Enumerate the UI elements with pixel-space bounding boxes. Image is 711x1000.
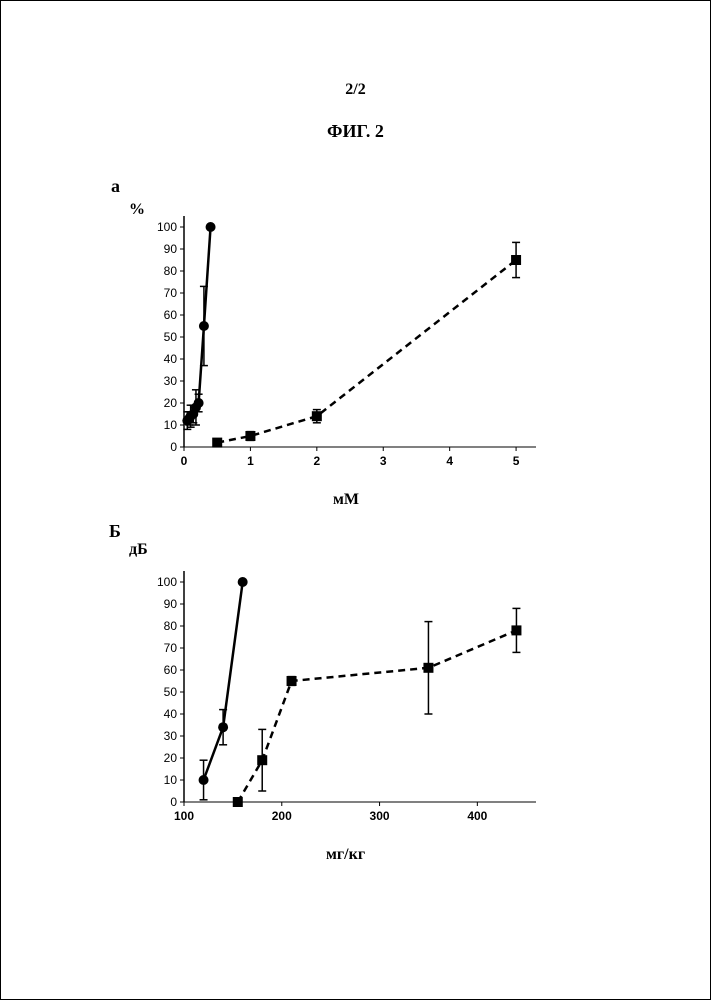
svg-text:40: 40 <box>164 707 178 721</box>
svg-text:50: 50 <box>164 330 178 344</box>
chart-a-xlabel: мМ <box>333 491 359 509</box>
panel-b-label: Б <box>109 521 121 542</box>
svg-text:60: 60 <box>164 308 178 322</box>
svg-text:10: 10 <box>164 418 178 432</box>
panel-a-label: а <box>111 176 120 197</box>
svg-text:20: 20 <box>164 396 178 410</box>
svg-text:0: 0 <box>170 795 177 809</box>
chart-b-ylabel: дБ <box>129 541 148 559</box>
svg-text:100: 100 <box>157 220 177 234</box>
page-number: 2/2 <box>1 81 710 99</box>
svg-text:50: 50 <box>164 685 178 699</box>
svg-text:0: 0 <box>170 440 177 454</box>
svg-text:1: 1 <box>247 454 254 468</box>
svg-text:200: 200 <box>272 809 292 823</box>
svg-text:0: 0 <box>181 454 188 468</box>
svg-text:3: 3 <box>380 454 387 468</box>
svg-text:100: 100 <box>157 575 177 589</box>
svg-text:80: 80 <box>164 619 178 633</box>
chart-a: 0 10 20 30 40 50 60 70 80 90 100 0 1 2 3 4 5 <box>146 201 546 491</box>
svg-text:300: 300 <box>370 809 390 823</box>
svg-text:20: 20 <box>164 751 178 765</box>
svg-text:100: 100 <box>174 809 194 823</box>
svg-text:400: 400 <box>467 809 487 823</box>
svg-text:90: 90 <box>164 597 178 611</box>
svg-text:5: 5 <box>513 454 520 468</box>
chart-a-ylabel: % <box>129 201 145 219</box>
figure-caption: ФИГ. 2 <box>1 121 710 142</box>
svg-text:80: 80 <box>164 264 178 278</box>
svg-text:30: 30 <box>164 374 178 388</box>
svg-text:90: 90 <box>164 242 178 256</box>
svg-text:70: 70 <box>164 641 178 655</box>
svg-text:4: 4 <box>446 454 453 468</box>
svg-text:10: 10 <box>164 773 178 787</box>
page: 2/2 ФИГ. 2 а % 0102030405060708090100012… <box>0 0 711 1000</box>
svg-text:70: 70 <box>164 286 178 300</box>
svg-text:60: 60 <box>164 663 178 677</box>
chart-b: 0 10 20 30 40 50 60 70 80 90 100 100 200 300 400 <box>146 556 546 846</box>
svg-text:40: 40 <box>164 352 178 366</box>
chart-b-xlabel: мг/кг <box>326 846 365 864</box>
svg-text:30: 30 <box>164 729 178 743</box>
svg-text:2: 2 <box>313 454 320 468</box>
